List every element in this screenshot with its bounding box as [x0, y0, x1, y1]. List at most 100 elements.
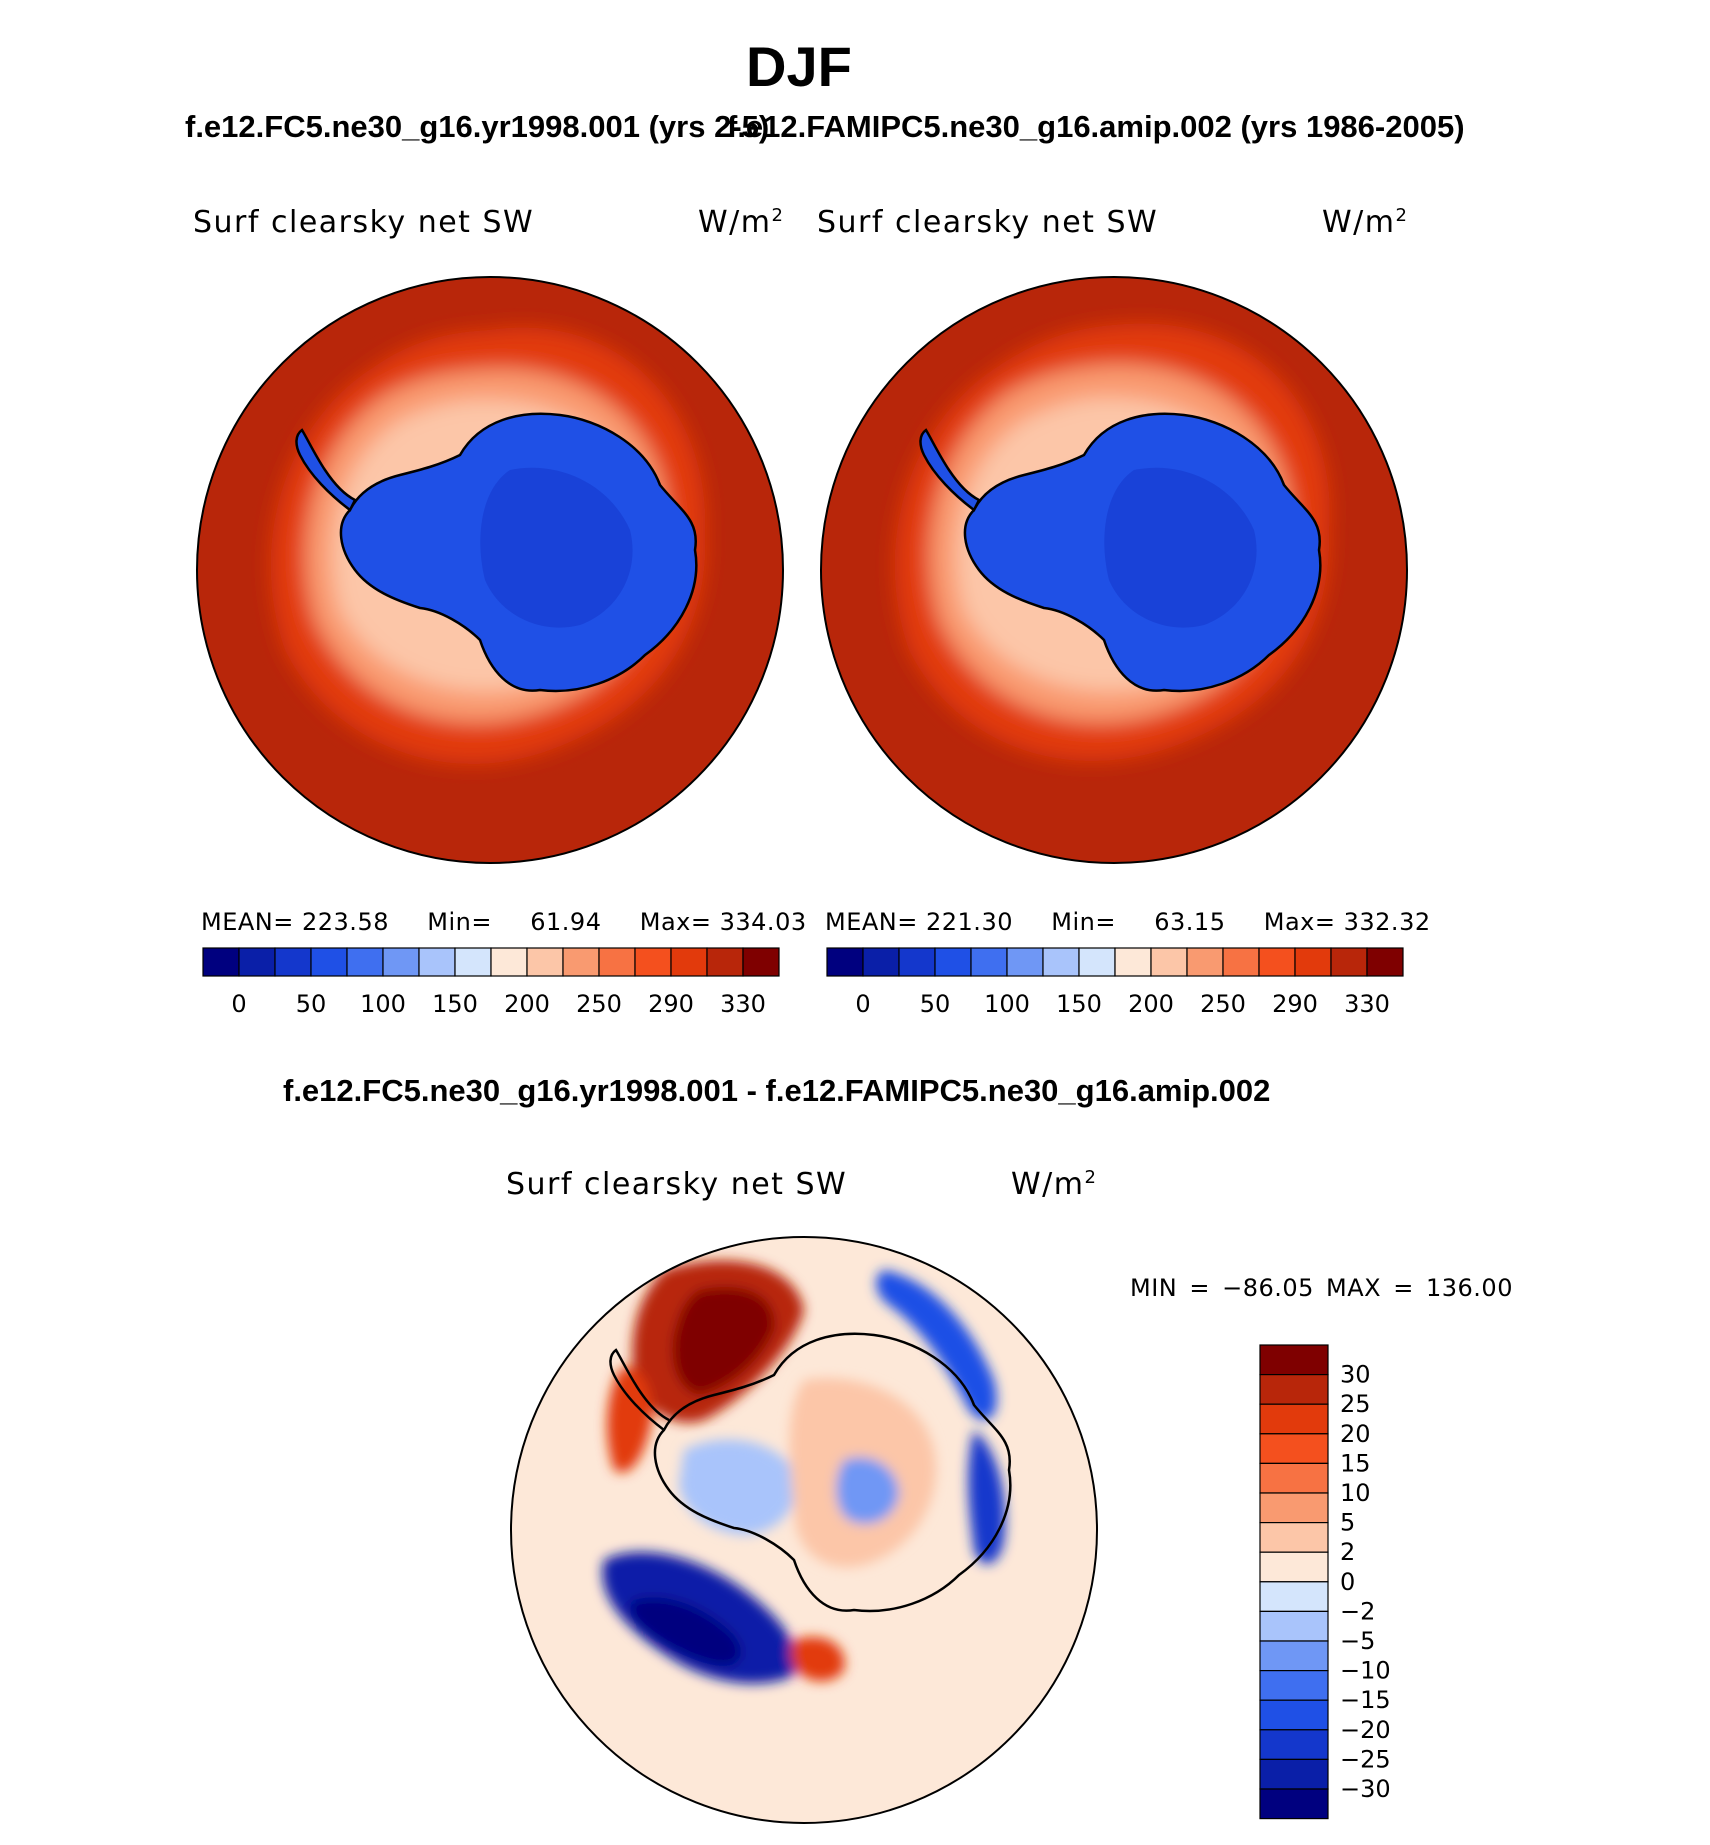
- colorbar1-swatch: [706, 947, 744, 977]
- colorbar1-swatch: [490, 947, 528, 977]
- colorbar2-swatch: [1366, 947, 1404, 977]
- panel2-mean-label: MEAN=: [825, 908, 918, 936]
- panel1-stats: MEAN= 223.58 Min= 61.94 Max= 334.03: [201, 908, 807, 936]
- colorbar-diff-tick-label: 15: [1340, 1449, 1371, 1477]
- diff-red-south: [790, 1636, 845, 1682]
- panel2-units-label: W/m2: [1322, 205, 1409, 240]
- panel1-units-exponent: 2: [771, 205, 785, 226]
- colorbar-diff-tick-label: 20: [1340, 1420, 1371, 1448]
- map-panel-2: [820, 276, 1408, 864]
- diff-variable-label: Surf clearsky net SW: [506, 1167, 848, 1202]
- panel1-max-value: 334.03: [719, 908, 807, 936]
- colorbar1-swatch: [598, 947, 636, 977]
- colorbar1-swatch: [382, 947, 420, 977]
- colorbar1-swatch: [562, 947, 600, 977]
- colorbar1-swatch: [310, 947, 348, 977]
- colorbar2-swatch: [1330, 947, 1368, 977]
- colorbar-diff-swatch: [1259, 1522, 1329, 1553]
- case-title-left: f.e12.FC5.ne30_g16.yr1998.001 (yrs 2-5): [185, 109, 770, 144]
- colorbar-diff-tick-label: 0: [1340, 1568, 1355, 1596]
- colorbar1-tick-label: 50: [296, 990, 327, 1018]
- diff-blue-center: [836, 1457, 899, 1524]
- colorbar2-swatch: [898, 947, 936, 977]
- colorbar2-tick-label: 330: [1344, 990, 1390, 1018]
- diff-darkblue-sw: [629, 1597, 742, 1666]
- colorbar2-tick-label: 290: [1272, 990, 1318, 1018]
- colorbar1-tick-label: 290: [648, 990, 694, 1018]
- diff-blue-arc-north: [876, 1270, 997, 1420]
- colorbar2-swatch: [1006, 947, 1044, 977]
- colorbar-diff-swatch: [1259, 1788, 1329, 1820]
- colorbar2-swatch: [1078, 947, 1116, 977]
- panel1-max-label: Max=: [639, 908, 712, 936]
- diff-lightblue-center: [679, 1439, 797, 1535]
- colorbar-diff-swatch: [1259, 1670, 1329, 1701]
- map1-outline: [196, 276, 784, 864]
- colorbar-diff-swatch: [1259, 1758, 1329, 1790]
- colorbar2-tick-label: 50: [920, 990, 951, 1018]
- panel1-mean-label: MEAN=: [201, 908, 294, 936]
- colorbar2-tick-label: 250: [1200, 990, 1246, 1018]
- colorbar2-tick-label: 150: [1056, 990, 1102, 1018]
- colorbar2-swatch: [1114, 947, 1152, 977]
- colorbar1-tick-label: 200: [504, 990, 550, 1018]
- map-panel-diff: [510, 1236, 1098, 1824]
- colorbar2-swatch: [934, 947, 972, 977]
- colorbar-diff-tick-label: 5: [1340, 1509, 1355, 1537]
- colorbar-diff-swatch: [1259, 1699, 1329, 1731]
- panel2-variable-label: Surf clearsky net SW: [817, 205, 1159, 240]
- colorbar2-swatch: [1258, 947, 1296, 977]
- panel2-max-label: Max=: [1263, 908, 1336, 936]
- colorbar2-swatch: [826, 947, 864, 977]
- colorbar-diff-swatch: [1259, 1581, 1329, 1613]
- colorbar-diff-swatch: [1259, 1433, 1329, 1465]
- colorbar2-swatch: [1150, 947, 1188, 977]
- colorbar-diff-swatch: [1259, 1640, 1329, 1672]
- colorbar-diff-swatch: [1259, 1403, 1329, 1435]
- colorbar1-swatch: [202, 947, 240, 977]
- colorbar-diff-tick-label: 2: [1340, 1538, 1355, 1566]
- colorbar1-tick-label: 330: [720, 990, 766, 1018]
- panel2-units-exponent: 2: [1395, 205, 1409, 226]
- panel2-stats: MEAN= 221.30 Min= 63.15 Max= 332.32: [825, 908, 1431, 936]
- diff-map-outline: [510, 1236, 1098, 1824]
- diff-units-label: W/m2: [1011, 1167, 1098, 1202]
- panel2-mean-value: 221.30: [926, 908, 1013, 936]
- colorbar-panel-2: 0 50 100 150 200 250 290 330: [826, 947, 1404, 1018]
- colorbar-diff-tick-label: 30: [1340, 1361, 1371, 1389]
- colorbar-diff-swatch: [1259, 1729, 1329, 1760]
- colorbar2-swatch: [862, 947, 900, 977]
- panel1-min-value: 61.94: [530, 908, 602, 936]
- colorbar1-swatch: [454, 947, 492, 977]
- colorbar2-tick-label: 100: [984, 990, 1030, 1018]
- colorbar2-swatch: [1186, 947, 1224, 977]
- colorbar-diff-swatch: [1259, 1374, 1329, 1405]
- colorbar1-swatch: [526, 947, 564, 977]
- case-title-right: f.e12.FAMIPC5.ne30_g16.amip.002 (yrs 198…: [727, 109, 1465, 144]
- panel1-units-label: W/m2: [698, 205, 785, 240]
- colorbar-diff-swatch: [1259, 1344, 1329, 1376]
- colorbar-diff-tick-label: 10: [1340, 1479, 1371, 1507]
- colorbar-diff-swatch: [1259, 1610, 1329, 1642]
- panel2-max-value: 332.32: [1343, 908, 1431, 936]
- colorbar2-tick-label: 0: [855, 990, 870, 1018]
- colorbar-diff-swatch: [1259, 1492, 1329, 1524]
- colorbar-diff-tick-label: −10: [1340, 1657, 1391, 1685]
- colorbar1-swatch: [634, 947, 672, 977]
- panel1-variable-label: Surf clearsky net SW: [193, 205, 535, 240]
- diff-minmax: MIN = −86.05 MAX = 136.00: [1130, 1274, 1513, 1302]
- colorbar-diff-tick-label: 25: [1340, 1390, 1371, 1418]
- colorbar-diff-tick-label: −15: [1340, 1686, 1391, 1714]
- colorbar2-swatch: [1222, 947, 1260, 977]
- colorbar-diff-tick-label: −25: [1340, 1745, 1391, 1773]
- diff-blue-ne: [968, 1430, 1006, 1564]
- map2-interior-shade: [1104, 467, 1257, 628]
- map-panel-1: [196, 276, 784, 864]
- colorbar1-swatch: [670, 947, 708, 977]
- diff-darkred-core: [672, 1286, 775, 1395]
- diff-peninsula-outline: [609, 1348, 670, 1431]
- colorbar1-swatch: [274, 947, 312, 977]
- map1-peninsula: [295, 428, 357, 512]
- colorbar1-tick-label: 100: [360, 990, 406, 1018]
